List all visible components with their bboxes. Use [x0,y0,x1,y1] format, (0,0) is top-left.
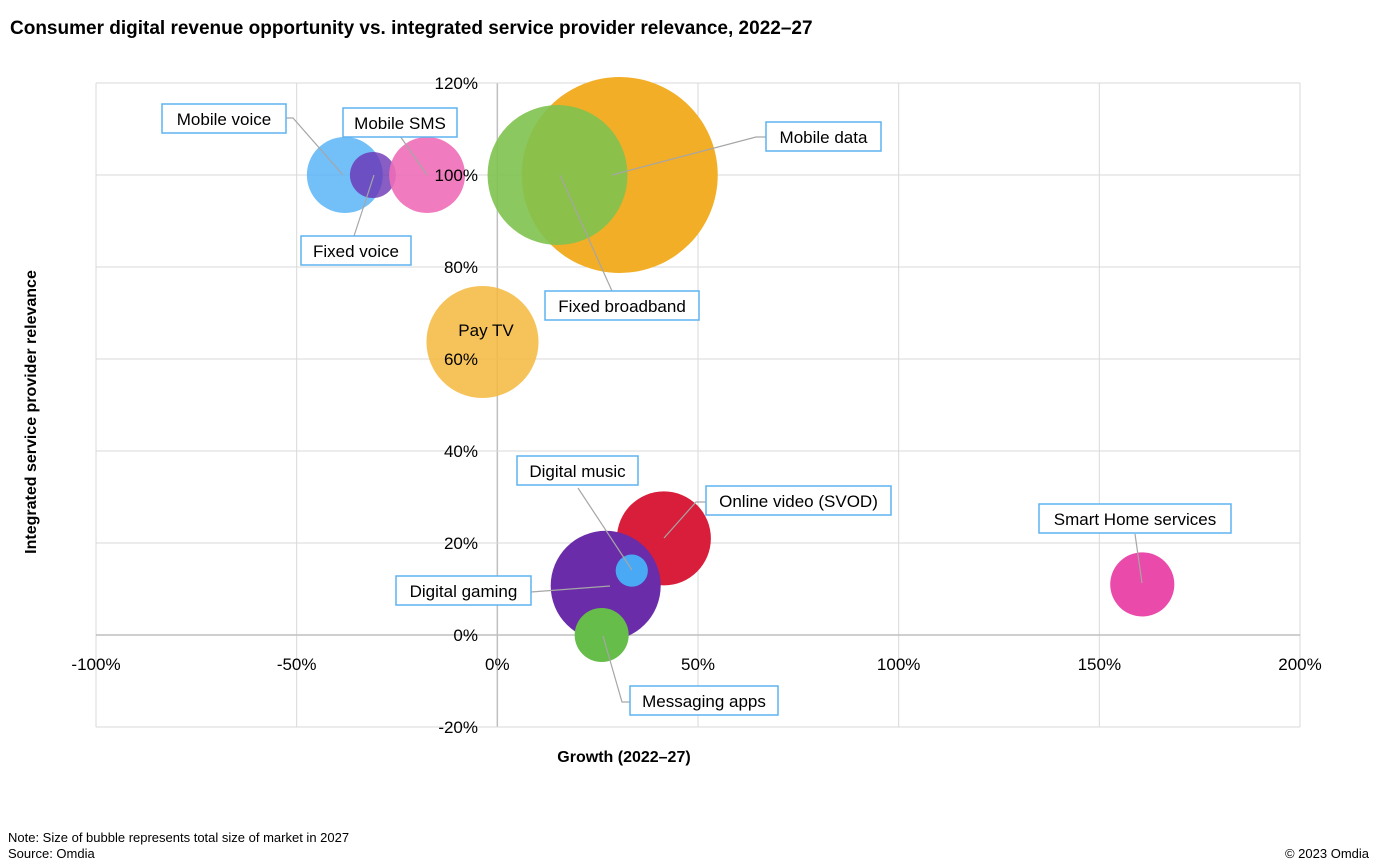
bubble-pay-tv [426,285,539,399]
chart-title: Consumer digital revenue opportunity vs.… [10,18,813,39]
y-tick-label: 80% [444,258,478,277]
chart-footnote: Note: Size of bubble represents total si… [8,830,349,862]
label-text: Digital music [529,462,626,481]
data-label: Fixed voice [300,174,412,266]
copyright: © 2023 Omdia [1284,846,1369,861]
size-note: Note: Size of bubble represents total si… [8,830,350,845]
x-tick-label: 0% [485,655,510,674]
label-text: Mobile voice [177,110,272,129]
data-label: Digital music [516,455,639,571]
y-tick-label: 40% [444,442,478,461]
label-box [516,455,639,486]
label-text: Messaging apps [642,692,766,711]
data-label: Pay TV [458,321,514,340]
label-text: Fixed broadband [558,297,686,316]
label-text: Smart Home services [1054,510,1216,529]
leader-line [1134,533,1143,584]
leader-line [611,136,766,176]
label-text: Pay TV [458,321,514,340]
x-tick-label: 100% [877,655,920,674]
leader-line [602,635,630,703]
label-text: Digital gaming [410,582,518,601]
data-label: Mobile data [611,121,882,176]
data-label: Mobile voice [161,103,344,176]
leader-line [353,174,375,237]
data-label: Messaging apps [602,635,779,716]
label-text: Fixed voice [313,242,399,261]
leader-line [399,135,428,176]
label-box [342,107,458,138]
label-box [765,121,882,152]
y-tick-label: 0% [453,626,478,645]
bubble-fixed-voice [349,152,396,198]
y-tick-label: 100% [435,166,478,185]
label-box [705,485,892,516]
y-tick-label: 60% [444,350,478,369]
label-box [161,103,287,134]
y-tick-label: -20% [438,718,478,737]
data-label: Smart Home services [1038,503,1232,584]
label-box [1038,503,1232,534]
data-label: Online video (SVOD) [663,485,892,539]
x-tick-label: 50% [681,655,715,674]
leader-line [286,117,344,176]
y-tick-label: 20% [444,534,478,553]
leader-line [530,585,611,593]
x-tick-label: 150% [1078,655,1121,674]
x-axis-title: Growth (2022–27) [557,749,690,766]
leader-line [663,501,706,539]
label-box [544,290,700,321]
label-text: Mobile data [780,128,868,147]
bubble-messaging-apps [574,607,629,663]
bubble-fixed-broadband [487,105,628,245]
leader-line [577,487,633,571]
y-tick-label: 120% [435,74,478,93]
data-label: Mobile SMS [342,107,458,176]
data-label: Fixed broadband [544,174,700,321]
bubble-mobile-sms [389,137,466,213]
label-box [395,575,532,606]
x-tick-label: -100% [71,655,120,674]
data-label: Digital gaming [395,575,611,606]
label-box [629,685,779,716]
x-tick-label: -50% [277,655,317,674]
x-tick-label: 200% [1278,655,1321,674]
label-text: Mobile SMS [354,114,446,133]
bubble-digital-music [615,554,648,587]
y-axis-title: Integrated service provider relevance [23,270,40,554]
source-note: Source: Omdia [8,846,95,861]
leader-line [559,174,613,292]
bubble-smart-home-services [1110,552,1175,617]
label-text: Online video (SVOD) [719,492,878,511]
label-box [300,235,412,266]
